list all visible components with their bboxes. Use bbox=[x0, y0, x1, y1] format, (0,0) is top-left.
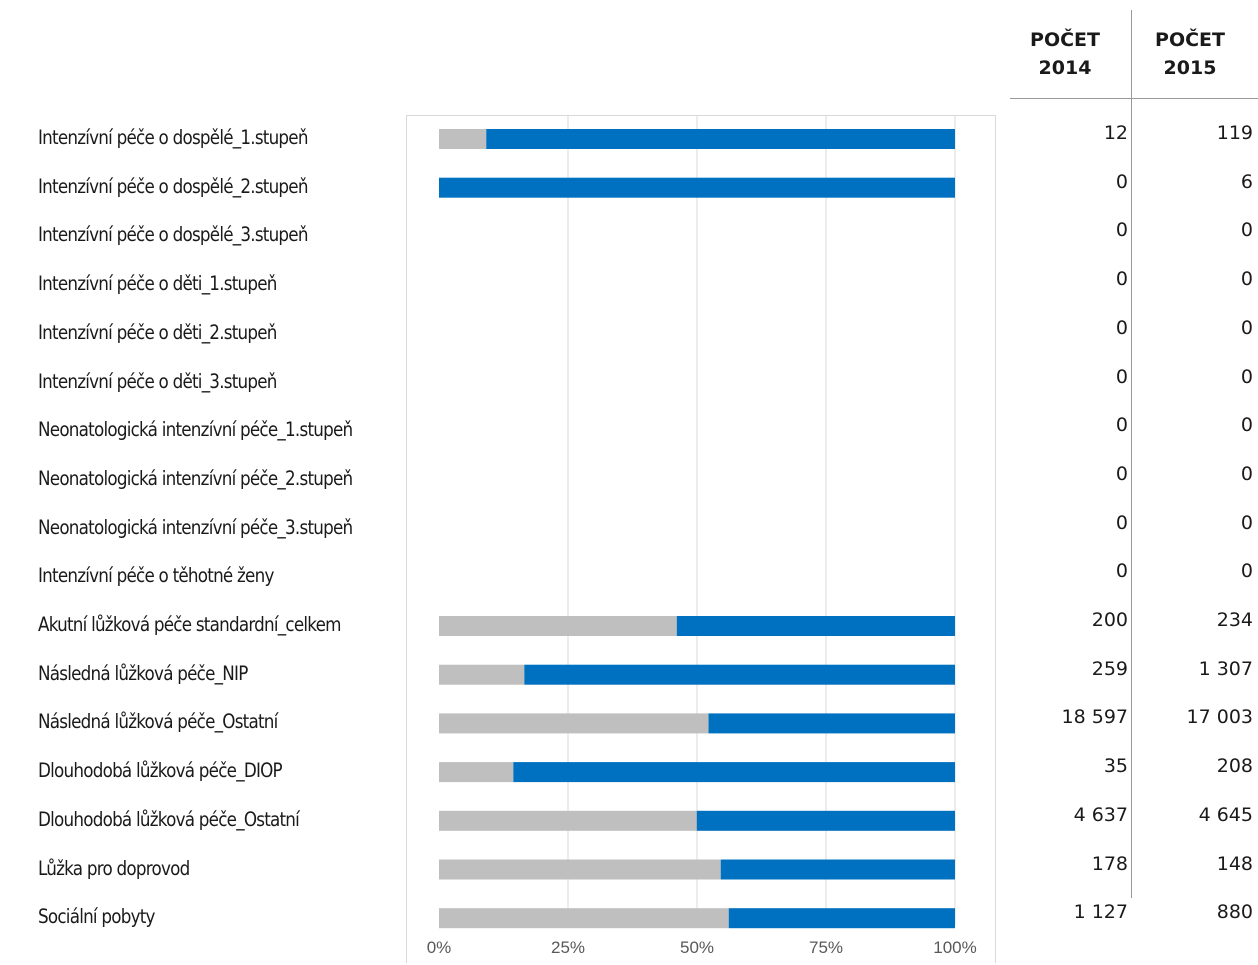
header-2015-line1: POČET bbox=[1155, 29, 1225, 51]
cell-2014: 0 bbox=[1115, 462, 1128, 485]
cell-2014: 259 bbox=[1091, 657, 1128, 680]
category-labels: Intenzívní péče o dospělé_1.stupeň Intenz… bbox=[0, 0, 400, 965]
bar-2014 bbox=[439, 713, 709, 734]
x-tick-label: 75% bbox=[809, 938, 843, 957]
cell-2014: 0 bbox=[1115, 414, 1128, 437]
column-divider bbox=[1131, 98, 1132, 898]
cell-2015: 0 bbox=[1240, 414, 1253, 437]
bar-2015 bbox=[720, 859, 955, 880]
cell-2014: 0 bbox=[1115, 316, 1128, 339]
x-tick-label: 0% bbox=[427, 938, 452, 957]
cell-2015: 208 bbox=[1216, 755, 1253, 778]
category-label: Akutní lůžková péče standardní_celkem bbox=[38, 613, 341, 636]
bar-2015 bbox=[728, 908, 955, 929]
x-tick-label: 25% bbox=[551, 938, 585, 957]
bar-2015 bbox=[439, 177, 955, 198]
header-2014: POČET 2014 bbox=[1010, 26, 1120, 82]
cell-2015: 0 bbox=[1240, 365, 1253, 388]
category-label: Dlouhodobá lůžková péče_Ostatní bbox=[38, 807, 300, 831]
cell-2015: 1 307 bbox=[1198, 657, 1253, 680]
cell-2015: 4 645 bbox=[1198, 803, 1253, 826]
category-label: Lůžka pro doprovod bbox=[38, 856, 190, 880]
cell-2015: 0 bbox=[1240, 560, 1253, 583]
cell-2015: 0 bbox=[1240, 268, 1253, 291]
cell-2014: 4 637 bbox=[1073, 803, 1128, 826]
category-label: Neonatologická intenzívní péče_2.stupeň bbox=[38, 466, 353, 490]
bar-2014 bbox=[439, 664, 525, 685]
bar-2014 bbox=[439, 129, 487, 149]
header-2014-line2: 2014 bbox=[1038, 57, 1092, 79]
chart-area: 0% 25% 50% 75% 100% bbox=[406, 115, 996, 963]
cell-2014: 1 127 bbox=[1073, 901, 1128, 924]
bar-2015 bbox=[524, 664, 955, 685]
category-label: Sociální pobyty bbox=[38, 905, 155, 929]
cell-2015: 0 bbox=[1240, 462, 1253, 485]
bar-2015 bbox=[696, 810, 955, 831]
count-table: POČET 2014 POČET 2015 12 119 0 6 0 0 0 0 0 0 0 0 0 0 0… bbox=[1010, 0, 1258, 965]
cell-2014: 0 bbox=[1115, 170, 1128, 193]
bar-2015 bbox=[676, 616, 955, 636]
bar-2015 bbox=[708, 713, 955, 734]
bar-2015 bbox=[486, 129, 955, 149]
cell-2015: 6 bbox=[1240, 170, 1253, 193]
cell-2014: 0 bbox=[1115, 560, 1128, 583]
cell-2014: 178 bbox=[1091, 852, 1128, 875]
bar-2014 bbox=[439, 859, 721, 880]
cell-2015: 119 bbox=[1216, 122, 1253, 144]
header-2015-line2: 2015 bbox=[1163, 57, 1217, 79]
category-label: Intenzívní péče o děti_1.stupeň bbox=[38, 272, 277, 296]
category-label: Intenzívní péče o dospělé_2.stupeň bbox=[38, 174, 308, 198]
category-label: Intenzívní péče o děti_3.stupeň bbox=[38, 369, 277, 393]
cell-2015: 17 003 bbox=[1186, 706, 1253, 729]
bar-2015 bbox=[513, 762, 955, 783]
cell-2015: 234 bbox=[1216, 609, 1253, 631]
cell-2015: 880 bbox=[1216, 901, 1253, 924]
header-column-divider bbox=[1131, 10, 1132, 98]
x-tick-label: 100% bbox=[933, 938, 976, 957]
category-label: Intenzívní péče o těhotné ženy bbox=[38, 564, 274, 588]
category-label: Intenzívní péče o dospělé_3.stupeň bbox=[38, 223, 308, 247]
header-2014-line1: POČET bbox=[1030, 29, 1100, 51]
cell-2014: 35 bbox=[1103, 755, 1128, 778]
cell-2015: 148 bbox=[1216, 852, 1253, 875]
cell-2014: 0 bbox=[1115, 365, 1128, 388]
cell-2014: 12 bbox=[1103, 122, 1128, 144]
category-label: Neonatologická intenzívní péče_3.stupeň bbox=[38, 515, 353, 539]
cell-2014: 200 bbox=[1091, 609, 1128, 631]
category-label: Dlouhodobá lůžková péče_DIOP bbox=[38, 759, 283, 783]
bar-chart: 0% 25% 50% 75% 100% bbox=[427, 116, 977, 957]
bar-2014 bbox=[439, 810, 697, 831]
cell-2014: 0 bbox=[1115, 219, 1128, 242]
bar-2014 bbox=[439, 762, 514, 783]
cell-2015: 0 bbox=[1240, 511, 1253, 534]
cell-2015: 0 bbox=[1240, 219, 1253, 242]
category-label: Intenzívní péče o děti_2.stupeň bbox=[38, 320, 277, 344]
header-2015: POČET 2015 bbox=[1135, 26, 1245, 82]
category-label: Intenzívní péče o dospělé_1.stupeň bbox=[38, 126, 308, 149]
category-label: Neonatologická intenzívní péče_1.stupeň bbox=[38, 418, 353, 442]
cell-2015: 0 bbox=[1240, 316, 1253, 339]
x-tick-label: 50% bbox=[680, 938, 714, 957]
bar-2014 bbox=[439, 616, 677, 636]
category-label: Následná lůžková péče_NIP bbox=[38, 661, 248, 685]
cell-2014: 0 bbox=[1115, 268, 1128, 291]
header-divider bbox=[1010, 98, 1258, 99]
cell-2014: 18 597 bbox=[1061, 706, 1128, 729]
category-label: Následná lůžková péče_Ostatní bbox=[38, 710, 278, 734]
bar-2014 bbox=[439, 908, 729, 929]
cell-2014: 0 bbox=[1115, 511, 1128, 534]
